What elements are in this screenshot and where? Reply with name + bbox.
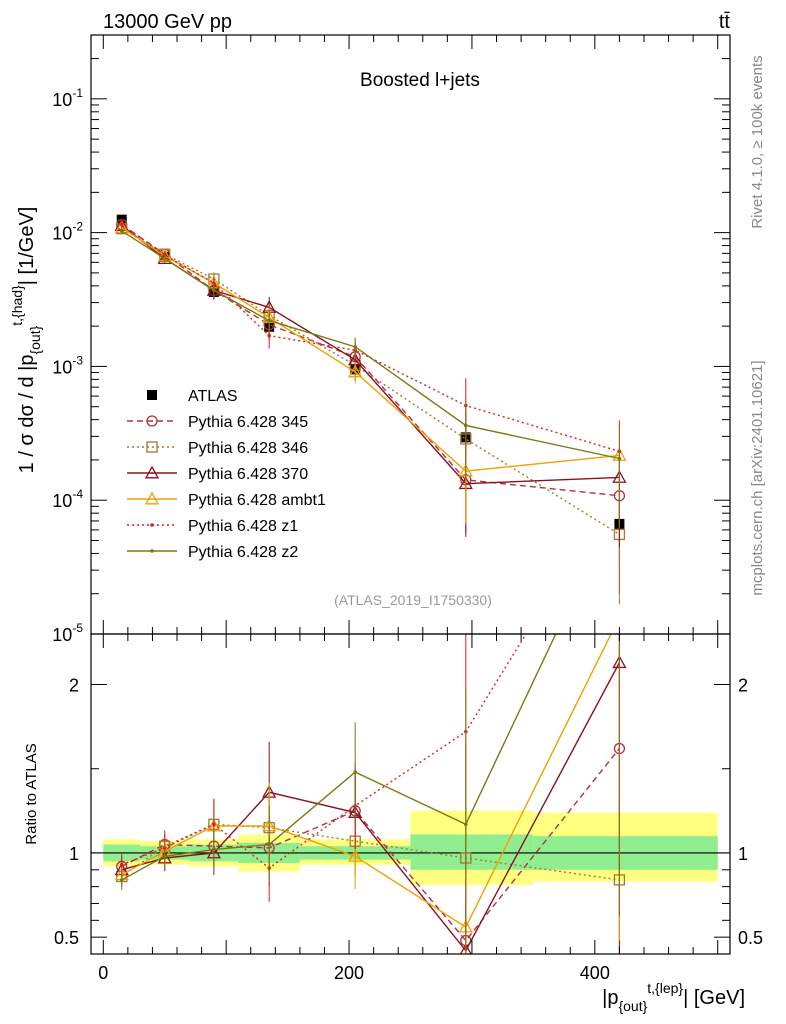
ratio-point xyxy=(119,878,124,882)
legend-marker xyxy=(150,523,154,527)
ratio-y-tick-label: 1 xyxy=(69,844,79,864)
ratio-y-tick-label-right: 2 xyxy=(738,676,748,696)
chart-title: Boosted l+jets xyxy=(360,70,480,91)
x-tick-label: 0 xyxy=(98,963,108,983)
ratio-series-pythia-6-428-z2 xyxy=(119,634,620,954)
energy-label: 13000 GeV pp xyxy=(103,11,232,33)
legend-item: Pythia 6.428 345 xyxy=(127,414,308,431)
ratio-line xyxy=(121,662,621,952)
legend-marker xyxy=(146,441,158,453)
ratio-panel-axes: 0.5 0.5 1 1 2 2 0 200 400 xyxy=(54,634,763,983)
y-tick-label: 10-5 xyxy=(52,621,83,645)
ratio-y-tick-label-right: 1 xyxy=(738,844,748,864)
svg-text:1 / σ dσ / d |p{out}t,{had}| [: 1 / σ dσ / d |p{out}t,{had}| [1/GeV] xyxy=(9,207,43,474)
ratio-point xyxy=(212,822,216,827)
main-panel-axes: 10-5 10-4 10-3 10-2 10-1 xyxy=(52,35,730,645)
legend-label: Pythia 6.428 345 xyxy=(188,414,308,431)
y-tick-label: 10-2 xyxy=(52,220,83,244)
ratio-point xyxy=(459,943,472,954)
data-point xyxy=(617,456,622,461)
data-point xyxy=(119,222,124,227)
series-line xyxy=(121,227,620,472)
legend-item: Pythia 6.428 370 xyxy=(127,465,308,483)
legend-label: Pythia 6.428 346 xyxy=(188,440,308,457)
y-tick-label: 10-1 xyxy=(52,86,83,110)
ratio-point xyxy=(613,611,625,622)
ratio-y-axis-label: Ratio to ATLAS xyxy=(23,743,40,844)
ratio-uncertainty-bands xyxy=(91,810,730,885)
ratio-y-tick-label: 2 xyxy=(69,676,79,696)
y-tick-label: 10-4 xyxy=(52,487,83,511)
mcplots-label: mcplots.cern.ch [arXiv:2401.10621] xyxy=(749,360,766,595)
process-label: tt̄ xyxy=(719,11,731,33)
ratio-point xyxy=(463,822,468,827)
ratio-panel-series xyxy=(114,611,627,954)
data-point xyxy=(162,256,167,261)
ratio-point xyxy=(353,770,358,774)
data-point xyxy=(119,229,124,233)
data-point xyxy=(267,333,271,338)
legend-label: Pythia 6.428 ambt1 xyxy=(188,492,326,509)
legend-marker xyxy=(144,465,160,479)
main-panel-frame xyxy=(90,34,731,635)
ratio-y-tick-label-right: 0.5 xyxy=(738,928,763,948)
svg-text:|p{out}t,{lep}| [GeV]: |p{out}t,{lep}| [GeV] xyxy=(602,980,745,1014)
ratio-y-tick-label: 0.5 xyxy=(54,928,79,948)
rivet-version-label: Rivet 4.1.0, ≥ 100k events xyxy=(749,55,766,228)
legend-item: Pythia 6.428 z2 xyxy=(127,544,298,561)
data-point xyxy=(212,288,216,293)
legend-marker xyxy=(144,491,160,505)
data-point xyxy=(463,423,468,428)
legend-item: ATLAS xyxy=(147,388,238,405)
legend-item: Pythia 6.428 346 xyxy=(127,440,308,457)
y-tick-label: 10-3 xyxy=(52,353,83,377)
ratio-point xyxy=(212,847,216,852)
ratio-panel-frame xyxy=(90,633,731,955)
legend-marker xyxy=(146,415,158,427)
data-point xyxy=(212,281,216,285)
ratio-point xyxy=(348,848,363,862)
legend-item: Pythia 6.428 ambt1 xyxy=(127,491,326,509)
legend-marker xyxy=(147,390,157,400)
ratio-point xyxy=(162,854,167,859)
x-tick-label: 400 xyxy=(580,963,610,983)
x-axis-label: |p{out}t,{lep}| [GeV] xyxy=(602,980,745,1014)
ratio-point xyxy=(267,842,271,847)
legend: ATLAS Pythia 6.428 345 Pythia 6.428 346 Pyt… xyxy=(127,388,326,561)
analysis-label: (ATLAS_2019_I1750330) xyxy=(334,592,492,608)
data-point xyxy=(267,318,271,323)
main-panel-series xyxy=(114,214,627,605)
data-point xyxy=(353,345,358,349)
ratio-line xyxy=(121,634,527,869)
legend-label: Pythia 6.428 370 xyxy=(188,466,308,483)
main-y-axis-label: 1 / σ dσ / d |p{out}t,{had}| [1/GeV] xyxy=(9,207,43,474)
legend-label: ATLAS xyxy=(188,388,238,405)
series-line xyxy=(121,228,620,536)
legend-marker xyxy=(150,549,154,553)
x-tick-label: 200 xyxy=(334,963,364,983)
legend-label: Pythia 6.428 z1 xyxy=(188,518,298,535)
legend-label: Pythia 6.428 z2 xyxy=(188,544,298,561)
legend-item: Pythia 6.428 z1 xyxy=(127,518,298,535)
series-pythia-6-428-z2 xyxy=(119,227,622,529)
ratio-point xyxy=(119,862,124,867)
data-point xyxy=(348,364,363,378)
